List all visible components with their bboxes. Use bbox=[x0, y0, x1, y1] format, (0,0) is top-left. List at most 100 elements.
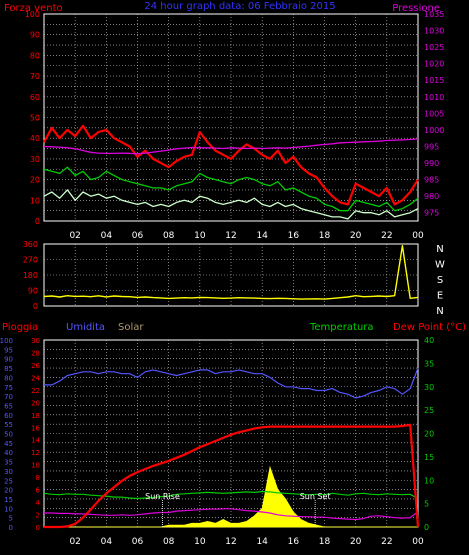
wind-panel-x-tick-label: 08 bbox=[163, 231, 175, 241]
rain-axis-tick-label: 25 bbox=[4, 477, 13, 485]
rain-axis-tick-label: 10 bbox=[4, 505, 13, 513]
inner-axis-tick-label: 26 bbox=[31, 362, 40, 370]
inner-axis-tick-label: 10 bbox=[31, 462, 40, 470]
inner-axis-tick-label: 4 bbox=[36, 499, 41, 507]
inner-axis-tick-label: 20 bbox=[31, 399, 40, 407]
pressure-axis-tick-label: 985 bbox=[424, 176, 439, 185]
temperature-panel-x-tick-label: 08 bbox=[163, 537, 175, 547]
wind-panel-x-tick-label: 12 bbox=[225, 231, 236, 241]
wind-speed-line bbox=[43, 166, 419, 212]
wind-axis-tick-label: 20 bbox=[30, 176, 40, 185]
rain-axis-tick-label: 60 bbox=[4, 412, 13, 420]
pressure-axis-tick-label: 980 bbox=[424, 192, 439, 201]
compass-label: E bbox=[437, 291, 443, 302]
temperature-legend-label: Temperatura bbox=[309, 322, 374, 333]
temperature-axis-tick-label: 25 bbox=[424, 406, 434, 415]
rain-axis-tick-label: 5 bbox=[9, 515, 13, 523]
chart-title: 24 hour graph data: 06 Febbraio 2015 bbox=[144, 1, 335, 12]
compass-label: W bbox=[435, 260, 445, 271]
inner-axis-tick-label: 14 bbox=[31, 437, 40, 445]
rain-axis-tick-label: 35 bbox=[4, 459, 13, 467]
inner-axis-tick-label: 16 bbox=[31, 424, 40, 432]
inner-axis-tick-label: 0 bbox=[36, 524, 40, 532]
temperature-axis-tick-label: 30 bbox=[424, 383, 434, 392]
temperature-panel-x-tick-label: 20 bbox=[350, 537, 362, 547]
compass-label: N bbox=[436, 244, 443, 255]
temperature-axis-tick-label: 15 bbox=[424, 453, 434, 462]
temperature-panel-x-tick-label: 14 bbox=[256, 537, 268, 547]
pressure-axis-tick-label: 995 bbox=[424, 142, 439, 151]
wind-average-line bbox=[43, 189, 419, 220]
inner-axis-tick-label: 18 bbox=[31, 412, 40, 420]
rain-line bbox=[44, 423, 420, 529]
wind-axis-tick-label: 60 bbox=[30, 93, 40, 102]
wind-panel-x-tick-label: 20 bbox=[350, 231, 362, 241]
pressure-axis-tick-label: 1005 bbox=[424, 109, 444, 118]
wind-panel-x-tick-label: 06 bbox=[132, 231, 144, 241]
wind-axis-tick-label: 100 bbox=[25, 10, 40, 19]
pressure-axis-tick-label: 990 bbox=[424, 159, 439, 168]
temperature-axis-tick-label: 10 bbox=[424, 476, 434, 485]
rain-axis-tick-label: 95 bbox=[4, 346, 13, 354]
direction-axis-tick-label: 90 bbox=[28, 287, 38, 296]
compass-label: S bbox=[437, 275, 443, 286]
wind-panel-x-tick-label: 22 bbox=[381, 231, 392, 241]
pressure-axis-tick-label: 1035 bbox=[424, 10, 444, 19]
sunset-label: Sun Set bbox=[300, 492, 331, 501]
pressure-axis-tick-label: 975 bbox=[424, 209, 439, 218]
temperature-panel-x-tick-label: 06 bbox=[132, 537, 144, 547]
pressure-axis-tick-label: 1025 bbox=[424, 43, 444, 52]
inner-axis-tick-label: 2 bbox=[36, 512, 40, 520]
temperature-panel-x-tick-label: 12 bbox=[225, 537, 236, 547]
rain-axis-tick-label: 20 bbox=[4, 487, 13, 495]
wind-panel-x-tick-label: 16 bbox=[288, 231, 300, 241]
rain-axis-tick-label: 85 bbox=[4, 365, 13, 373]
wind-axis-tick-label: 0 bbox=[35, 217, 40, 226]
temperature-line bbox=[43, 490, 419, 500]
temperature-panel-x-tick-label: 02 bbox=[69, 537, 80, 547]
inner-axis-tick-label: 6 bbox=[36, 487, 41, 495]
wind-panel-x-tick-label: 04 bbox=[101, 231, 113, 241]
rain-legend-label: Pioggia bbox=[2, 322, 38, 333]
rain-axis-tick-label: 15 bbox=[4, 496, 13, 504]
pressure-axis-tick-label: 1010 bbox=[424, 93, 444, 102]
wind-axis-tick-label: 50 bbox=[30, 114, 40, 123]
inner-axis-tick-label: 12 bbox=[31, 449, 40, 457]
temperature-axis-tick-label: 5 bbox=[424, 500, 429, 509]
temperature-axis-tick-label: 35 bbox=[424, 359, 434, 368]
solar-legend-label: Solar bbox=[118, 322, 144, 333]
wind-gust-line bbox=[43, 124, 419, 206]
wind-panel-x-tick-label: 00 bbox=[412, 231, 424, 241]
inner-axis-tick-label: 8 bbox=[36, 474, 40, 482]
wind-direction-line bbox=[43, 244, 419, 300]
direction-axis-tick-label: 360 bbox=[23, 240, 38, 249]
wind-panel-x-tick-label: 14 bbox=[256, 231, 268, 241]
temperature-panel-x-tick-label: 04 bbox=[101, 537, 113, 547]
temperature-panel-x-tick-label: 18 bbox=[319, 537, 331, 547]
wind-panel-x-tick-label: 18 bbox=[319, 231, 331, 241]
pressure-axis-tick-label: 1015 bbox=[424, 76, 444, 85]
temperature-panel-x-tick-label: 16 bbox=[288, 537, 300, 547]
pressure-line bbox=[43, 138, 419, 155]
temperature-panel-x-tick-label: 22 bbox=[381, 537, 392, 547]
pressure-axis-title: Pressione bbox=[392, 3, 440, 14]
temperature-panel-x-tick-label: 10 bbox=[194, 537, 206, 547]
direction-axis-tick-label: 0 bbox=[33, 302, 38, 311]
wind-axis-tick-label: 80 bbox=[30, 51, 40, 60]
pressure-axis-tick-label: 1020 bbox=[424, 60, 444, 69]
rain-axis-tick-label: 55 bbox=[4, 421, 13, 429]
rain-axis-tick-label: 75 bbox=[4, 384, 13, 392]
rain-axis-tick-label: 45 bbox=[4, 440, 13, 448]
direction-axis-tick-label: 180 bbox=[23, 271, 38, 280]
humidity-line bbox=[44, 367, 419, 399]
temperature-axis-tick-label: 0 bbox=[424, 523, 429, 532]
rain-axis-tick-label: 30 bbox=[4, 468, 13, 476]
sunrise-label: Sun Rise bbox=[145, 492, 180, 501]
rain-axis-tick-label: 65 bbox=[4, 402, 13, 410]
wind-panel-x-tick-label: 10 bbox=[194, 231, 206, 241]
inner-axis-tick-label: 22 bbox=[31, 387, 40, 395]
wind-axis-tick-label: 30 bbox=[30, 155, 40, 164]
rain-axis-tick-label: 100 bbox=[0, 337, 13, 345]
rain-axis-tick-label: 50 bbox=[4, 431, 13, 439]
